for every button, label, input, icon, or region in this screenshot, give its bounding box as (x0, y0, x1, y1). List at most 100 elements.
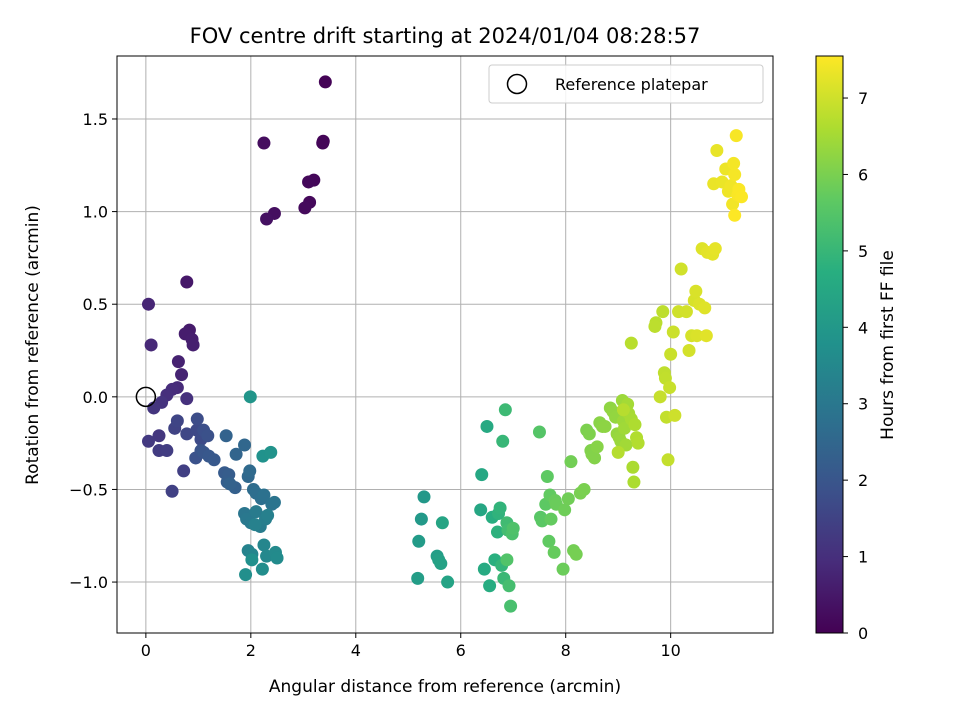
data-point (475, 468, 489, 482)
data-point (298, 201, 312, 215)
data-point (474, 503, 488, 517)
data-point (690, 329, 704, 343)
colorbar-label: Hours from first FF file (878, 250, 898, 440)
grid-lines (117, 56, 773, 633)
x-axis-label: Angular distance from reference (arcmin) (269, 677, 621, 697)
data-point (141, 434, 155, 448)
legend-box (488, 64, 764, 104)
data-point (626, 460, 640, 474)
data-point (243, 464, 257, 478)
data-point (414, 512, 428, 526)
data-point (170, 414, 184, 428)
y-tick-label: 0.0 (83, 388, 108, 407)
data-point (710, 143, 724, 157)
data-point (264, 445, 278, 459)
data-point (441, 575, 455, 589)
data-points (135, 75, 749, 613)
data-point (144, 338, 158, 352)
data-point (412, 534, 426, 548)
data-point (708, 242, 722, 256)
data-point (735, 190, 749, 204)
colorbar-tick-label: 2 (858, 471, 868, 490)
data-point (699, 329, 713, 343)
data-point (165, 484, 179, 498)
data-point (219, 429, 233, 443)
data-point (180, 275, 194, 289)
data-point (175, 368, 189, 382)
data-point (668, 408, 682, 422)
data-point (588, 451, 602, 465)
data-point (698, 301, 712, 315)
y-tick-label: 1.5 (83, 110, 108, 129)
data-point (728, 168, 742, 182)
data-point (201, 429, 215, 443)
data-point (648, 319, 662, 333)
data-point (171, 355, 185, 369)
data-point (180, 392, 194, 406)
data-point (616, 403, 630, 417)
data-point (238, 438, 252, 452)
data-point (318, 75, 332, 89)
plot-frame (116, 55, 774, 634)
x-tick-label: 6 (456, 641, 466, 660)
data-point (679, 305, 693, 319)
y-axis-ticks: −1.0 −0.5 0.0 0.5 1.0 1.5 (69, 110, 117, 592)
data-point (532, 425, 546, 439)
colorbar-ticks: 0 1 2 3 4 5 6 7 (843, 89, 868, 643)
data-point (223, 477, 237, 491)
data-point (582, 427, 596, 441)
data-point (653, 390, 667, 404)
data-point (544, 512, 558, 526)
data-point (257, 136, 271, 150)
colorbar-tick-label: 0 (858, 624, 868, 643)
data-point (506, 521, 520, 535)
data-point (411, 571, 425, 585)
data-point (152, 429, 166, 443)
data-point (561, 492, 575, 506)
data-point (207, 453, 221, 467)
data-point (666, 325, 680, 339)
data-point (434, 557, 448, 571)
data-point (540, 469, 554, 483)
data-point (674, 262, 688, 276)
reference-platepar-marker (135, 386, 157, 408)
data-point (504, 599, 518, 613)
data-point (682, 344, 696, 358)
data-point (727, 156, 741, 170)
data-point (245, 553, 259, 567)
y-tick-label: 1.0 (83, 203, 108, 222)
colorbar-tick-label: 3 (858, 395, 868, 414)
colorbar-tick-label: 5 (858, 242, 868, 261)
data-point (498, 403, 512, 417)
data-point (564, 455, 578, 469)
data-point (483, 579, 497, 593)
data-point (270, 551, 284, 565)
data-point (239, 568, 253, 582)
data-point (267, 495, 281, 509)
colorbar-tick-label: 6 (858, 165, 868, 184)
data-point (500, 553, 514, 567)
data-point (598, 419, 612, 433)
data-point (141, 297, 155, 311)
colorbar: 0 1 2 3 4 5 6 7 Hours from first FF file (815, 55, 898, 643)
data-point (255, 562, 269, 576)
data-point (663, 381, 677, 395)
data-point (417, 490, 431, 504)
data-point (689, 284, 703, 298)
data-point (257, 538, 271, 552)
x-tick-label: 8 (561, 641, 571, 660)
data-point (229, 447, 243, 461)
data-point (180, 427, 194, 441)
data-point (624, 336, 638, 350)
data-point (490, 525, 504, 539)
data-point (729, 129, 743, 143)
data-point (257, 488, 271, 502)
data-point (502, 579, 516, 593)
data-point (260, 212, 274, 226)
data-point (661, 453, 675, 467)
data-point (177, 464, 191, 478)
colorbar-tick-label: 7 (858, 89, 868, 108)
data-point (577, 482, 591, 496)
data-point (542, 534, 556, 548)
